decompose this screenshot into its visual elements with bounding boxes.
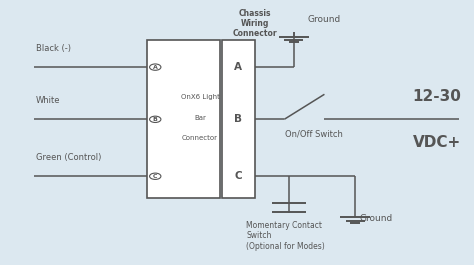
Text: Green (Control): Green (Control) bbox=[36, 153, 101, 162]
Text: A: A bbox=[235, 62, 242, 72]
Text: Connector: Connector bbox=[182, 135, 218, 141]
Text: On/Off Switch: On/Off Switch bbox=[285, 130, 343, 139]
Text: Ground: Ground bbox=[360, 214, 393, 223]
Text: OnX6 Light: OnX6 Light bbox=[181, 94, 219, 100]
Text: White: White bbox=[36, 96, 61, 105]
Text: 12-30: 12-30 bbox=[412, 89, 462, 104]
Text: A: A bbox=[153, 65, 158, 70]
Text: VDC+: VDC+ bbox=[413, 135, 462, 150]
Text: Black (-): Black (-) bbox=[36, 44, 71, 53]
Text: Bar: Bar bbox=[194, 115, 206, 121]
Bar bbox=[222, 40, 255, 198]
Bar bbox=[147, 40, 220, 198]
Text: Momentary Contact
Switch
(Optional for Modes): Momentary Contact Switch (Optional for M… bbox=[246, 221, 325, 251]
Text: Chassis
Wiring
Connector: Chassis Wiring Connector bbox=[233, 8, 277, 38]
Text: Ground: Ground bbox=[308, 15, 341, 24]
Text: C: C bbox=[153, 174, 157, 179]
Text: C: C bbox=[235, 171, 242, 181]
Text: B: B bbox=[153, 117, 158, 122]
Text: B: B bbox=[235, 114, 242, 124]
